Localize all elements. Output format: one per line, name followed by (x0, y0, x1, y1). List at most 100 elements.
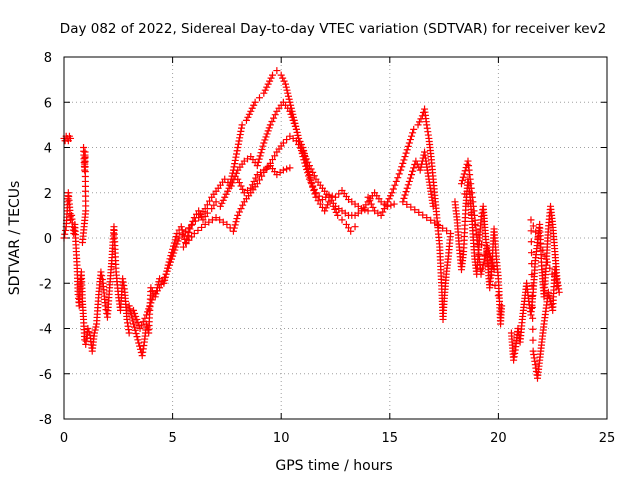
data-point (236, 134, 244, 142)
data-point (284, 92, 292, 100)
data-point (408, 171, 416, 179)
x-tick-label: 25 (599, 431, 616, 446)
data-point (131, 326, 139, 334)
data-point (379, 208, 387, 216)
data-point (286, 164, 294, 172)
data-point (261, 86, 269, 94)
data-point (377, 211, 385, 219)
data-point (261, 136, 269, 144)
data-point (410, 164, 418, 172)
data-point (263, 130, 271, 138)
data-point (527, 238, 535, 246)
data-point (385, 195, 393, 203)
data-point (366, 197, 374, 205)
data-point (234, 211, 242, 219)
data-point (351, 223, 359, 231)
data-point (406, 174, 414, 182)
data-point (190, 229, 198, 237)
data-point (259, 142, 267, 150)
data-point (232, 153, 240, 161)
data-point (528, 282, 536, 290)
data-point (131, 309, 139, 317)
data-point (145, 305, 153, 313)
data-point (405, 177, 413, 185)
data-point (264, 80, 272, 88)
data-point (133, 333, 141, 341)
data-point (235, 137, 243, 145)
data-point (277, 71, 285, 79)
data-point (266, 121, 274, 129)
data-point (229, 179, 237, 187)
data-point (254, 158, 262, 166)
data-point (295, 140, 303, 148)
data-point (399, 198, 407, 206)
data-point (224, 187, 232, 195)
data-point (186, 225, 194, 233)
data-point (400, 194, 408, 202)
data-point (321, 207, 329, 215)
data-point (178, 231, 186, 239)
data-point (135, 339, 143, 347)
data-point (166, 258, 174, 266)
data-point (98, 272, 106, 280)
data-point (461, 190, 469, 198)
data-point (229, 227, 237, 235)
data-point (406, 136, 414, 144)
data-point (334, 211, 342, 219)
data-point (125, 302, 133, 310)
data-point (460, 170, 468, 178)
data-point (233, 150, 241, 158)
data-point (134, 336, 142, 344)
data-point (279, 139, 287, 147)
data-point (402, 149, 410, 157)
data-point (322, 204, 330, 212)
data-point (170, 249, 178, 257)
data-point (132, 312, 140, 320)
data-point (332, 208, 340, 216)
data-point (527, 216, 535, 224)
data-point (162, 270, 170, 278)
data-point (235, 208, 243, 216)
series-group (60, 189, 133, 355)
data-point (238, 121, 246, 129)
data-point (529, 325, 537, 333)
data-point (299, 148, 307, 156)
data-point (263, 83, 271, 91)
data-point (307, 165, 315, 173)
data-point (397, 166, 405, 174)
data-point (409, 129, 417, 137)
y-tick-label: 2 (44, 187, 52, 202)
data-point (364, 207, 372, 215)
data-point (369, 203, 377, 211)
data-point (236, 131, 244, 139)
data-point (239, 185, 247, 193)
series-group (364, 105, 455, 323)
data-point (253, 162, 261, 170)
data-point (231, 160, 239, 168)
data-point (175, 234, 183, 242)
data-point (528, 260, 536, 268)
y-tick-label: -6 (39, 368, 52, 383)
data-point (203, 209, 211, 217)
data-point (395, 170, 403, 178)
data-point (262, 133, 270, 141)
data-point (264, 127, 272, 135)
data-point (92, 323, 100, 331)
data-point (477, 270, 485, 278)
data-point (172, 233, 180, 241)
data-point (258, 145, 266, 153)
data-point (269, 156, 277, 164)
y-tick-label: -4 (39, 323, 52, 338)
data-point (188, 220, 196, 228)
data-point (136, 342, 144, 350)
data-point (400, 156, 408, 164)
data-point (338, 216, 346, 224)
data-point (250, 177, 258, 185)
data-point (160, 274, 168, 282)
data-point (168, 255, 176, 263)
data-point (257, 149, 265, 157)
data-point (534, 234, 542, 242)
data-point (403, 146, 411, 154)
x-tick-label: 5 (168, 431, 176, 446)
